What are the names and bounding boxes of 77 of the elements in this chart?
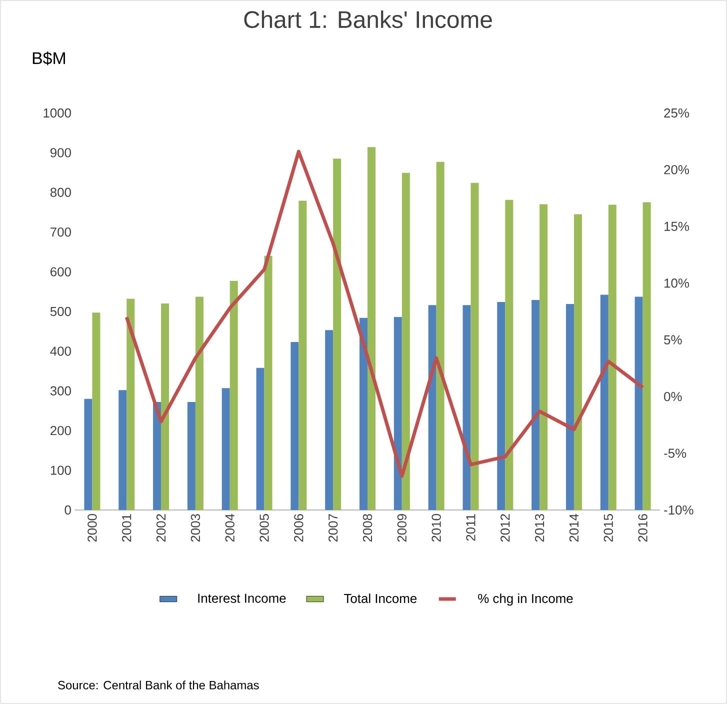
- bar: [84, 398, 92, 510]
- bar: [574, 214, 582, 510]
- bar: [325, 330, 334, 510]
- y2-tick-label: 25%: [664, 108, 689, 118]
- bar: [333, 158, 342, 510]
- bar: [290, 342, 299, 510]
- bar: [298, 200, 307, 510]
- y-axis-title: B$M: [32, 52, 65, 66]
- chart-title: Chart 1: Banks' Income: [244, 10, 492, 28]
- bar: [540, 204, 548, 510]
- x-tick-label: 2010: [432, 514, 441, 542]
- bar: [462, 305, 471, 510]
- x-tick-label: 2008: [362, 514, 372, 542]
- x-tick-label: 2011: [466, 514, 476, 541]
- x-tick-label: 2002: [156, 514, 166, 542]
- y-tick-label: 300: [50, 386, 71, 396]
- bar: [608, 204, 616, 510]
- x-tick-label: 2003: [190, 514, 200, 542]
- legend-label: % chg in Income: [478, 594, 573, 606]
- y-tick-label: 400: [50, 346, 71, 356]
- y2-tick-label: 15%: [664, 222, 689, 231]
- line-series: [124, 150, 645, 478]
- bar: [264, 256, 272, 510]
- y-tick-label: 800: [50, 188, 71, 197]
- bar: [118, 390, 127, 510]
- y2-tick-label: 20%: [664, 165, 689, 174]
- bar: [566, 304, 574, 510]
- bar: [634, 296, 643, 510]
- bar: [360, 318, 368, 510]
- y-tick-label: 200: [50, 426, 71, 436]
- bar: [402, 172, 410, 510]
- x-tick-label: 2006: [294, 514, 304, 542]
- bar: [161, 304, 170, 510]
- x-tick-label: 2012: [500, 514, 510, 542]
- bar: [470, 182, 479, 510]
- bar: [505, 200, 514, 510]
- y2-tick-label: 5%: [664, 335, 682, 344]
- bar: [428, 305, 436, 510]
- x-tick-label: 2000: [88, 514, 97, 542]
- legend-label: Interest Income: [198, 594, 286, 603]
- bar: [256, 368, 264, 510]
- bar: [195, 296, 204, 510]
- x-tick-label: 2009: [397, 514, 407, 542]
- y-tick-label: 900: [50, 148, 71, 158]
- y-tick-label: 700: [50, 227, 71, 237]
- x-tick-label: 2016: [638, 514, 648, 542]
- x-tick-label: 2007: [328, 514, 338, 542]
- bar: [642, 202, 651, 510]
- bar: [368, 147, 376, 510]
- bar: [222, 388, 230, 510]
- x-tick-label: 2013: [534, 514, 544, 542]
- bar: [436, 162, 444, 510]
- y-tick-label: 0: [64, 505, 71, 515]
- x-tick-label: 2014: [569, 514, 579, 542]
- y-tick-label: 100: [50, 466, 71, 475]
- bar: [153, 402, 162, 510]
- y-tick-label: 600: [50, 267, 71, 276]
- y2-tick-label: -10%: [664, 505, 694, 515]
- bar: [187, 402, 196, 510]
- x-tick-label: 2015: [604, 514, 613, 542]
- x-tick-label: 2001: [122, 514, 132, 542]
- y2-tick-label: 0%: [664, 392, 682, 402]
- bar: [126, 298, 135, 510]
- bar: [230, 280, 238, 510]
- x-tick-label: 2005: [260, 514, 269, 542]
- legend-label: Total Income: [344, 594, 417, 604]
- y2-tick-label: 10%: [664, 278, 689, 288]
- y2-tick-label: -5%: [664, 448, 686, 458]
- source-note: Source: Central Bank of the Bahamas: [58, 680, 259, 690]
- y-tick-label: 500: [50, 306, 71, 316]
- bar: [394, 317, 402, 510]
- bar: [497, 302, 506, 510]
- bar: [532, 300, 540, 510]
- bar: [600, 294, 608, 510]
- y-tick-label: 1000: [44, 108, 71, 118]
- bar: [92, 312, 100, 510]
- x-tick-label: 2004: [225, 514, 234, 542]
